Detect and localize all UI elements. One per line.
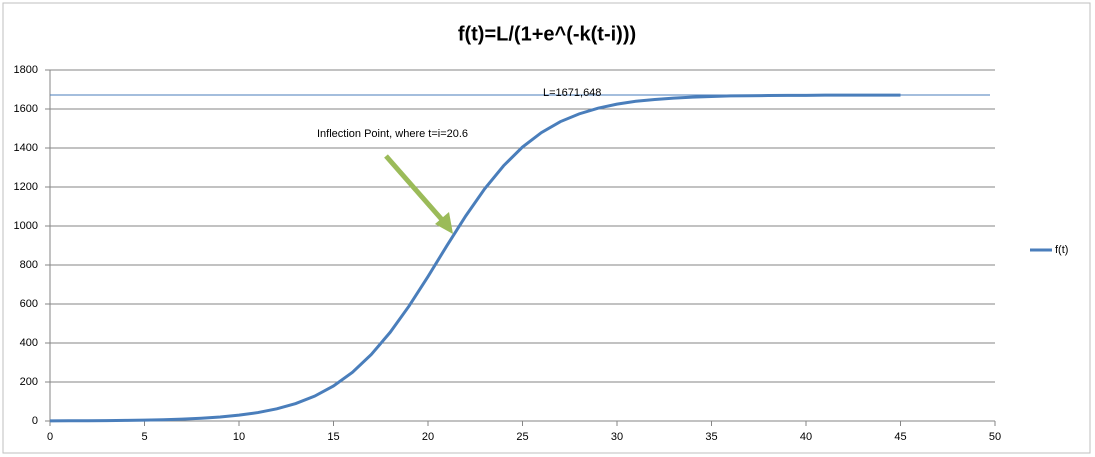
- y-tick-label: 800: [20, 259, 38, 271]
- x-tick-label: 50: [989, 431, 1001, 443]
- legend-label: f(t): [1055, 244, 1068, 256]
- y-tick-label: 1200: [14, 181, 38, 193]
- asymptote-label: L=1671,648: [543, 87, 601, 99]
- x-tick-label: 45: [894, 431, 906, 443]
- x-tick-label: 15: [327, 431, 339, 443]
- annotation-arrowhead: [435, 212, 453, 234]
- y-tick-label: 1800: [14, 64, 38, 76]
- x-tick-label: 20: [422, 431, 434, 443]
- x-tick-label: 30: [611, 431, 623, 443]
- x-tick-label: 35: [705, 431, 717, 443]
- x-tick-label: 5: [141, 431, 147, 443]
- data-line: [49, 93, 901, 423]
- y-tick-label: 0: [32, 415, 38, 427]
- x-tick-label: 10: [233, 431, 245, 443]
- chart-title: f(t)=L/(1+e^(-k(t-i))): [458, 23, 636, 45]
- annotation-arrow: [384, 154, 446, 224]
- y-tick-label: 1000: [14, 220, 38, 232]
- x-tick-label: 40: [800, 431, 812, 443]
- y-tick-label: 1400: [14, 142, 38, 154]
- x-tick-label: 0: [47, 431, 53, 443]
- annotation-text: Inflection Point, where t=i=20.6: [317, 128, 468, 140]
- y-tick-label: 1600: [14, 103, 38, 115]
- y-tick-label: 200: [20, 376, 38, 388]
- x-tick-label: 25: [516, 431, 528, 443]
- y-tick-label: 400: [20, 337, 38, 349]
- y-tick-label: 600: [20, 298, 38, 310]
